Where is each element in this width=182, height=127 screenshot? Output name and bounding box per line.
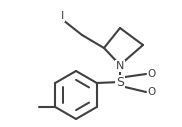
Text: S: S bbox=[116, 75, 124, 89]
Text: O: O bbox=[148, 69, 156, 79]
Text: O: O bbox=[148, 87, 156, 97]
Text: N: N bbox=[116, 61, 124, 71]
Text: I: I bbox=[60, 11, 64, 21]
